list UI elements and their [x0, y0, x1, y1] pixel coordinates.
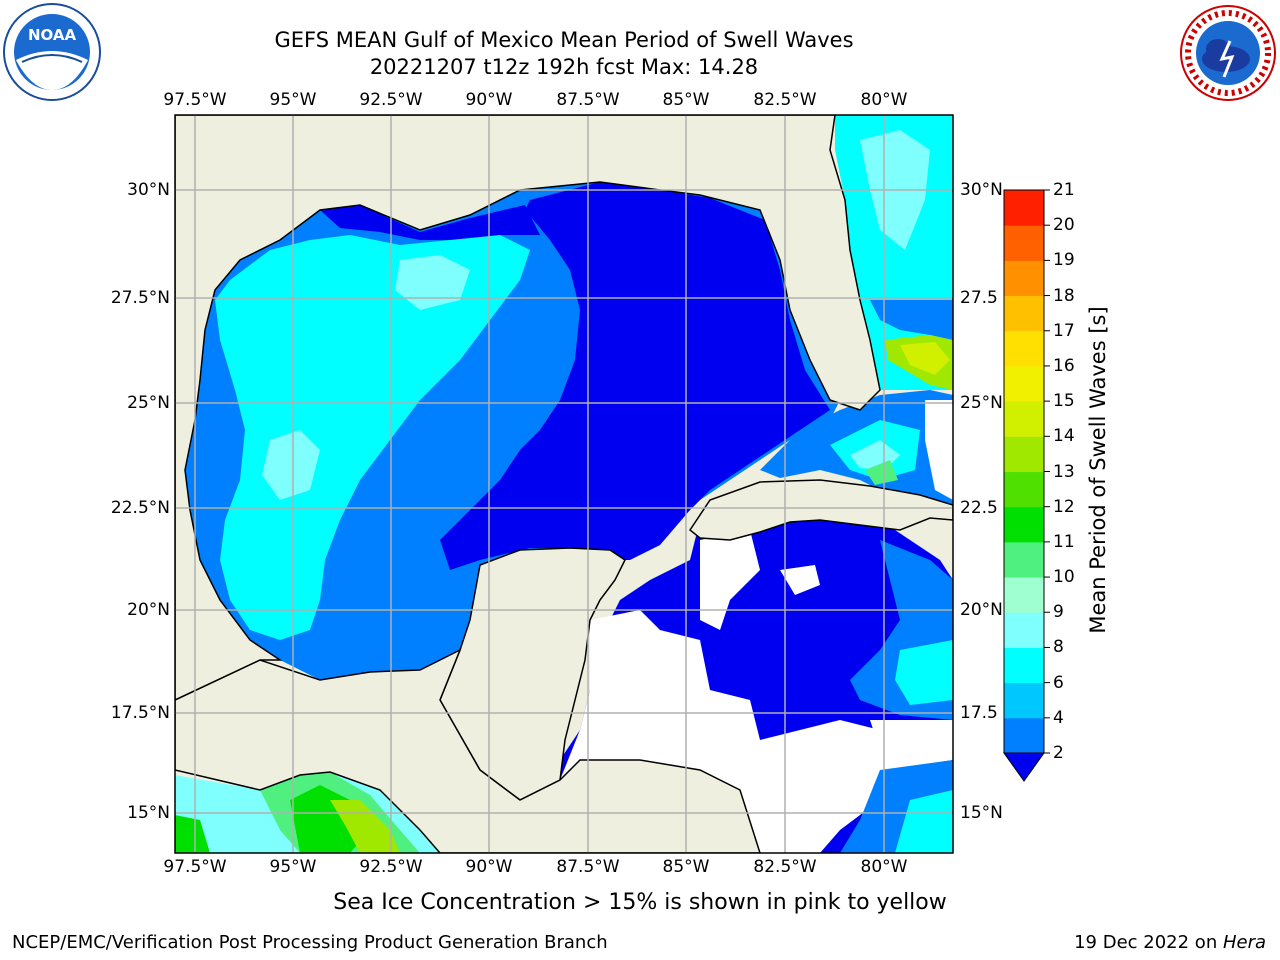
noaa-logo-icon: NOAA: [3, 3, 101, 101]
lon-label-bottom: 87.5°W: [556, 857, 620, 877]
lon-label-top: 87.5°W: [556, 90, 620, 110]
central-america-land: [175, 648, 761, 853]
lon-label-bottom: 97.5°W: [163, 857, 227, 877]
lon-label-bottom: 90°W: [465, 857, 513, 877]
colorbar-segment: [1004, 612, 1044, 648]
lat-label-right: 17.5: [960, 703, 998, 723]
lat-label-left: 17.5°N: [110, 703, 170, 723]
lat-label-left: 27.5°N: [110, 288, 170, 308]
lat-label-right: 25°N: [960, 393, 1003, 413]
footer-host: Hera: [1222, 932, 1266, 953]
us-gulf-coast-land: [175, 115, 881, 701]
caribbean-no-data-patch: [780, 565, 820, 595]
footer-date: 19 Dec 2022 on Hera: [1074, 932, 1266, 953]
lat-label-left: 22.5°N: [110, 498, 170, 518]
gulf-band-8-9-a: [262, 430, 320, 500]
lon-label-top: 80°W: [860, 90, 908, 110]
lat-label-left: 25°N: [127, 393, 170, 413]
colorbar-segment: [1004, 190, 1044, 226]
colorbar-tick-label: 4: [1053, 707, 1064, 728]
caribbean-no-data-east: [870, 720, 953, 780]
colorbar-tick-label: 11: [1053, 531, 1075, 552]
footer-date-text: 19 Dec 2022 on: [1074, 932, 1223, 953]
colorbar-segment: [1004, 330, 1044, 367]
lon-label-bottom: 92.5°W: [359, 857, 423, 877]
colorbar-tick-label: 8: [1053, 637, 1064, 658]
lon-label-bottom: 95°W: [269, 857, 317, 877]
colorbar-tick-label: 21: [1053, 180, 1075, 200]
colorbar-segment: [1004, 647, 1044, 684]
lon-label-top: 82.5°W: [753, 90, 817, 110]
lon-label-top: 95°W: [269, 90, 317, 110]
straits-band-10: [865, 460, 898, 485]
colorbar-tick-label: 14: [1053, 426, 1075, 447]
lon-label-top: 97.5°W: [163, 90, 227, 110]
colorbar-tick-label: 6: [1053, 672, 1064, 693]
lat-label-right: 22.5: [960, 498, 998, 518]
colorbar-label: Mean Period of Swell Waves [s]: [1086, 306, 1110, 634]
colorbar-segment: [1004, 436, 1044, 472]
colorbar-tick-label: 2: [1053, 743, 1064, 763]
colorbar-segment: [1004, 717, 1044, 754]
lat-label-left: 30°N: [127, 180, 170, 200]
lat-label-right: 30°N: [960, 180, 1003, 200]
sea-ice-caption: Sea Ice Concentration > 15% is shown in …: [333, 890, 947, 915]
atlantic-band-14: [900, 342, 950, 375]
noaa-logo-text: NOAA: [28, 26, 77, 44]
colorbar-segment: [1004, 295, 1044, 332]
lat-label-right: 15°N: [960, 803, 1003, 823]
colorbar-tick-label: 9: [1053, 602, 1064, 623]
colorbar-tick-label: 17: [1053, 320, 1075, 341]
colorbar-segment: [1004, 577, 1044, 613]
chart-subtitle: 20221207 t12z 192h fcst Max: 14.28: [369, 55, 759, 79]
colorbar-segment: [1004, 365, 1044, 402]
lat-label-right: 27.5: [960, 288, 998, 308]
cuba-land: [688, 479, 953, 541]
colorbar-segment: [1004, 682, 1044, 719]
nws-logo-icon: [1180, 5, 1276, 101]
lon-label-bottom: 85°W: [662, 857, 710, 877]
colorbar-segment: [1004, 471, 1044, 508]
lon-label-top: 90°W: [465, 90, 513, 110]
gulf-band-2-4-east: [440, 182, 830, 570]
colorbar-segment: [1004, 506, 1044, 543]
gulf-band-2-4-north: [320, 205, 540, 240]
colorbar-tick-label: 10: [1053, 567, 1075, 588]
grid-lines: [175, 115, 953, 853]
colorbar-tick-label: 15: [1053, 391, 1075, 412]
lon-label-bottom: 82.5°W: [753, 857, 817, 877]
colorbar-segment: [1004, 225, 1044, 261]
gulf-band-8-9-b: [395, 255, 470, 310]
pacific-band-11-west: [175, 815, 210, 853]
colorbar-tick-label: 16: [1053, 355, 1075, 376]
map-frame: [174, 114, 954, 854]
lat-label-left: 20°N: [127, 600, 170, 620]
lat-label-left: 15°N: [127, 803, 170, 823]
colorbar-tick-label: 12: [1053, 496, 1075, 517]
straits-no-data: [925, 400, 953, 500]
colorbar-segment: [1004, 401, 1044, 437]
caribbean-band-6-8-south: [895, 790, 953, 853]
colorbar-tick-label: 19: [1053, 250, 1075, 271]
caribbean-no-data-north: [700, 530, 760, 630]
lon-label-top: 92.5°W: [359, 90, 423, 110]
colorbar-segment: [1004, 541, 1044, 578]
atlantic-band-4-6: [870, 300, 953, 340]
footer-credit: NCEP/EMC/Verification Post Processing Pr…: [12, 932, 608, 953]
colorbar-tick-label: 13: [1053, 461, 1075, 482]
colorbar-extend-triangle: [1003, 752, 1045, 782]
colorbar-segment: [1004, 260, 1044, 297]
colorbar-frame: [1003, 189, 1045, 754]
colorbar-tick-label: 20: [1053, 215, 1075, 236]
colorbar-tick-label: 18: [1053, 285, 1075, 306]
lon-label-top: 85°W: [662, 90, 710, 110]
caribbean-band-6-8: [895, 640, 953, 705]
chart-title: GEFS MEAN Gulf of Mexico Mean Period of …: [274, 28, 854, 52]
lat-label-right: 20°N: [960, 600, 1003, 620]
colorbar: [1003, 189, 1050, 782]
lon-label-bottom: 80°W: [860, 857, 908, 877]
